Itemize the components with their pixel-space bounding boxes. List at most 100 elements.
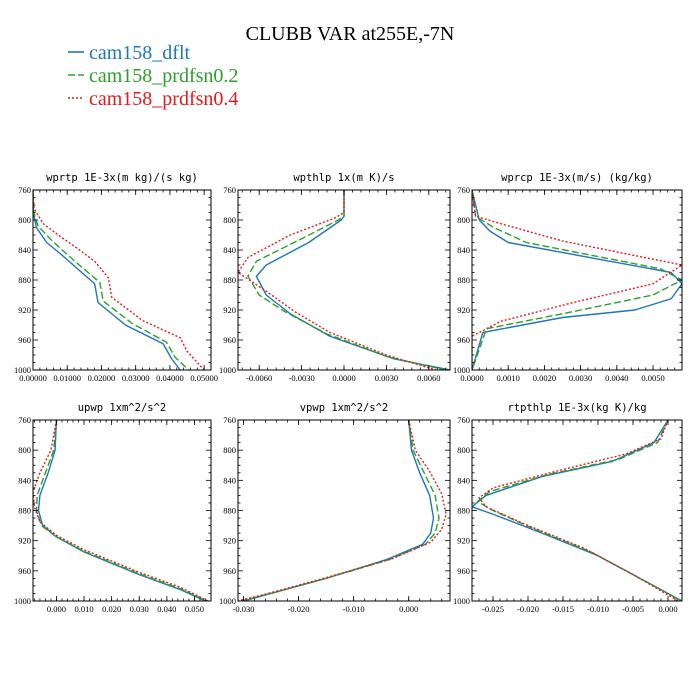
- y-tick-label: 920: [18, 305, 31, 315]
- x-tick-label: -0.020: [517, 604, 539, 614]
- y-tick-label: 840: [457, 245, 470, 255]
- y-tick-label: 1000: [14, 596, 31, 606]
- x-tick-label: 0.0010: [497, 373, 520, 383]
- y-tick-label: 760: [18, 415, 31, 425]
- y-tick-label: 800: [223, 215, 236, 225]
- panel-title: vpwp 1xm^2/s^2: [300, 402, 389, 414]
- y-tick-label: 880: [223, 275, 236, 285]
- y-tick-label: 1000: [219, 365, 236, 375]
- y-tick-label: 800: [457, 215, 470, 225]
- x-tick-label: 0.00000: [19, 373, 47, 383]
- series-group: [472, 190, 682, 370]
- series-line-cam158_prdfsn0.2: [35, 420, 208, 601]
- legend-label: cam158_prdfsn0.4: [89, 88, 238, 110]
- y-tick-label: 880: [18, 275, 31, 285]
- x-tick-label: -0.010: [343, 604, 365, 614]
- series-group: [238, 420, 447, 601]
- series-line-cam158_prdfsn0.2: [240, 420, 440, 601]
- x-tick-label: -0.005: [622, 604, 644, 614]
- x-tick-label: 0.0050: [641, 373, 664, 383]
- y-tick-label: 960: [18, 566, 31, 576]
- x-tick-label: 0.000: [47, 604, 66, 614]
- chart-panel: wprcp 1E-3x(m/s) (kg/kg) 760 800 840 880 920 9…: [453, 172, 683, 383]
- x-tick-label: -0.0060: [246, 373, 272, 383]
- series-group: [33, 190, 205, 370]
- panel-title: wprtp 1E-3x(m kg)/(s kg): [46, 172, 198, 184]
- plot-frame: [237, 419, 451, 602]
- y-tick-label: 760: [223, 185, 236, 195]
- panel-title: wprcp 1E-3x(m/s) (kg/kg): [501, 172, 653, 184]
- series-group: [238, 190, 450, 370]
- series-line-cam158_prdfsn0.4: [472, 190, 682, 370]
- y-tick-label: 880: [457, 275, 470, 285]
- x-tick-label: -0.0030: [288, 373, 314, 383]
- panel-title: upwp 1xm^2/s^2: [78, 402, 167, 414]
- x-tick-label: -0.025: [482, 604, 504, 614]
- x-tick-label: 0.05000: [190, 373, 218, 383]
- y-tick-label: 880: [457, 506, 470, 516]
- chart-panel: wprtp 1E-3x(m kg)/(s kg) 760 800 840 880 920 9…: [14, 172, 218, 383]
- y-tick-label: 840: [18, 245, 31, 255]
- y-tick-label: 1000: [219, 596, 236, 606]
- chart-panel: rtpthlp 1E-3x(kg K)/kg 760 800 840 880 920 960…: [453, 402, 683, 614]
- series-line-cam158_dflt: [472, 420, 682, 601]
- y-tick-label: 920: [223, 536, 236, 546]
- x-tick-label: -0.020: [288, 604, 310, 614]
- y-tick-label: 800: [223, 445, 236, 455]
- x-tick-label: -0.010: [587, 604, 609, 614]
- series-line-cam158_dflt: [243, 420, 435, 601]
- legend-label: cam158_dflt: [89, 42, 191, 64]
- y-tick-label: 1000: [453, 596, 470, 606]
- y-tick-label: 880: [223, 506, 236, 516]
- x-tick-label: 0.000: [658, 604, 677, 614]
- y-tick-label: 920: [457, 536, 470, 546]
- plot-frame: [471, 189, 683, 371]
- legend: cam158_dflt cam158_prdfsn0.2 cam158_prdf…: [68, 42, 238, 110]
- y-tick-label: 840: [223, 245, 236, 255]
- x-tick-label: 0.0000: [460, 373, 483, 383]
- x-tick-label: 0.000: [399, 604, 418, 614]
- chart-panel: upwp 1xm^2/s^2 760 800 840 880 920 960 1000 0.00…: [14, 402, 212, 614]
- y-tick-label: 760: [18, 185, 31, 195]
- y-tick-label: 840: [457, 475, 470, 485]
- legend-item: cam158_prdfsn0.2: [68, 65, 238, 87]
- series-line-cam158_prdfsn0.2: [247, 190, 446, 370]
- y-tick-label: 1000: [14, 365, 31, 375]
- x-tick-label: 0.03000: [122, 373, 150, 383]
- y-tick-label: 960: [457, 566, 470, 576]
- plot-frame: [32, 189, 212, 371]
- panel-title: rtpthlp 1E-3x(kg K)/kg: [507, 402, 646, 414]
- y-tick-label: 920: [18, 536, 31, 546]
- x-tick-label: 0.0020: [533, 373, 556, 383]
- y-tick-label: 880: [18, 506, 31, 516]
- series-group: [33, 420, 209, 601]
- y-tick-label: 760: [457, 415, 470, 425]
- plot-frame: [32, 419, 212, 602]
- series-line-cam158_dflt: [37, 420, 206, 601]
- x-tick-label: 0.04000: [156, 373, 184, 383]
- series-line-cam158_dflt: [472, 190, 682, 370]
- y-tick-label: 960: [18, 335, 31, 345]
- y-tick-label: 760: [223, 415, 236, 425]
- x-tick-label: 0.0000: [332, 373, 355, 383]
- y-tick-label: 800: [18, 445, 31, 455]
- y-tick-label: 920: [457, 305, 470, 315]
- x-tick-label: 0.010: [74, 604, 93, 614]
- x-tick-label: 0.0030: [375, 373, 398, 383]
- series-line-cam158_prdfsn0.4: [33, 190, 205, 370]
- y-tick-label: 800: [18, 215, 31, 225]
- x-tick-label: -0.030: [233, 604, 255, 614]
- series-line-cam158_dflt: [33, 190, 181, 370]
- x-tick-label: 0.050: [185, 604, 204, 614]
- x-tick-label: 0.01000: [53, 373, 81, 383]
- x-tick-label: 0.020: [102, 604, 121, 614]
- legend-label: cam158_prdfsn0.2: [89, 65, 238, 87]
- x-tick-label: -0.015: [552, 604, 574, 614]
- y-tick-label: 760: [457, 185, 470, 195]
- panels: wprtp 1E-3x(m kg)/(s kg) 760 800 840 880 920 9…: [14, 172, 683, 614]
- series-line-cam158_prdfsn0.2: [472, 190, 682, 370]
- series-line-cam158_prdfsn0.2: [476, 420, 682, 601]
- x-tick-label: 0.0030: [569, 373, 592, 383]
- chart-panel: wpthlp 1x(m K)/s 760 800 840 880 920 960 1000 -0…: [219, 172, 451, 383]
